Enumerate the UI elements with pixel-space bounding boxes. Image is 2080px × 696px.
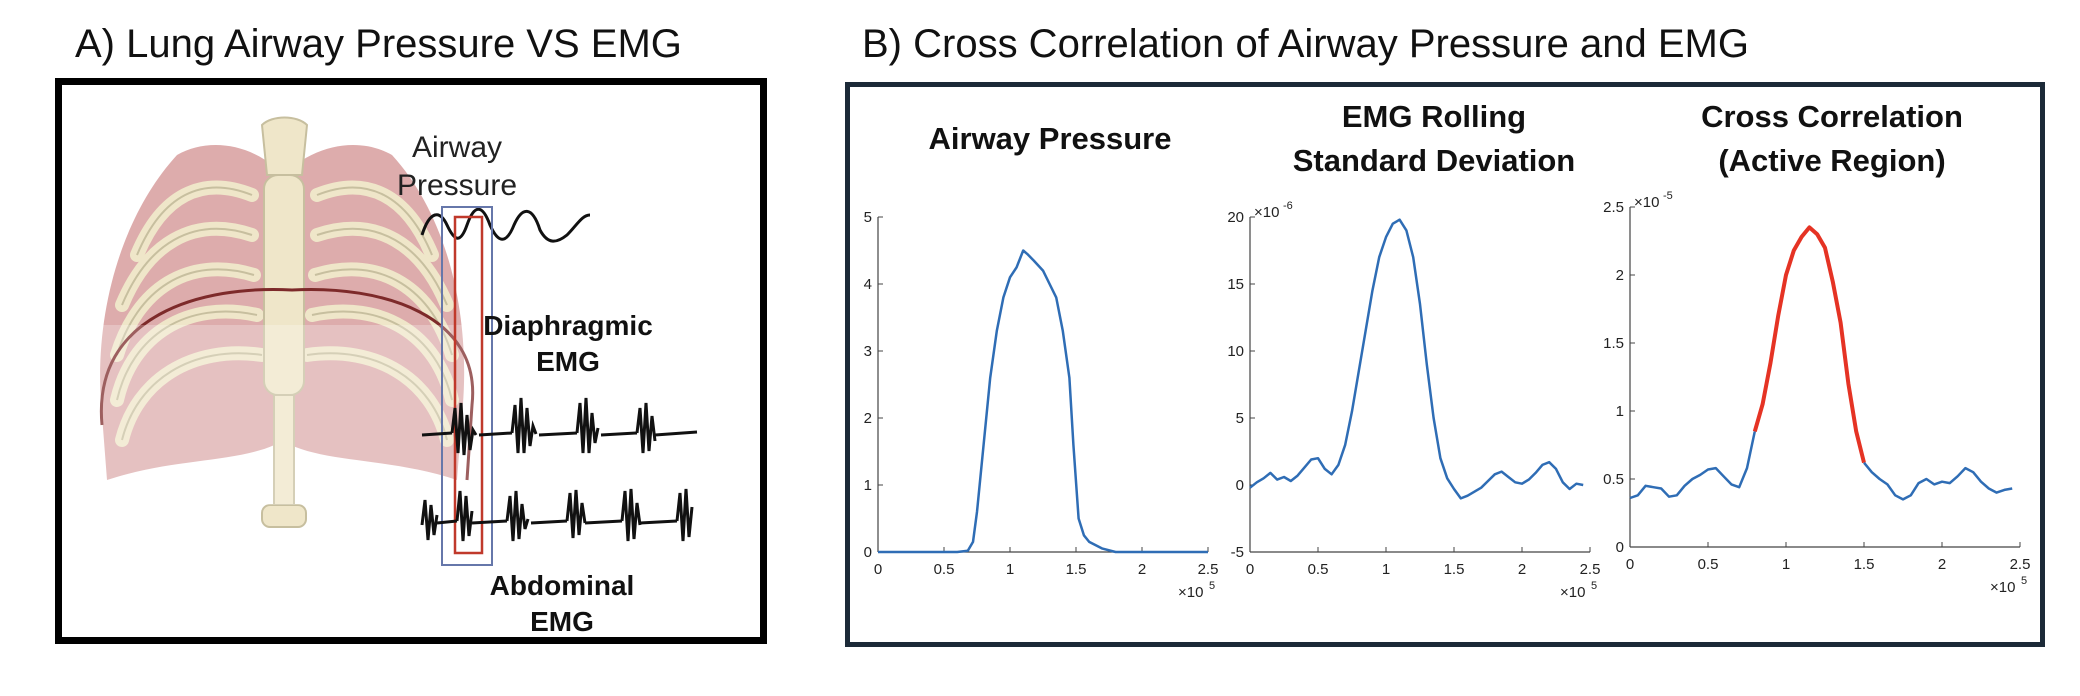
abdominal-emg-trace — [420, 488, 694, 542]
rib-cage-illustration: Airway Pressure Diaphragmic EMG — [92, 116, 698, 637]
panel-b-frame: Airway Pressure EMG Rolling Standard Dev… — [845, 82, 2045, 647]
x-tick-label: 1.5 — [1854, 556, 1875, 573]
analysis-window-inner — [453, 215, 484, 555]
chart-2-title-line1: EMG Rolling — [1342, 99, 1526, 134]
x-tick-label: 2 — [1938, 556, 1946, 573]
x-multiplier-label: ×10 — [1990, 579, 2015, 596]
x-tick-label: 2.5 — [1198, 561, 1219, 578]
y-tick-label: 0 — [1616, 539, 1624, 556]
airway-pressure-label-line2: Pressure — [397, 169, 517, 202]
y-tick-label: 3 — [864, 343, 872, 360]
abdominal-emg-label-line2: EMG — [530, 606, 594, 637]
x-multiplier-label: ×10 — [1560, 584, 1585, 601]
y-tick-label: 1 — [864, 477, 872, 494]
x-multiplier-exponent: 5 — [1591, 580, 1597, 592]
x-multiplier-exponent: 5 — [1209, 580, 1215, 592]
airway-pressure-wave — [420, 207, 591, 243]
diaphragmic-emg-trace — [421, 397, 698, 456]
y-tick-label: 5 — [1236, 410, 1244, 427]
x-tick-label: 0 — [874, 561, 882, 578]
series-line-1 — [1629, 431, 1757, 500]
y-tick-label: 20 — [1227, 209, 1244, 226]
x-tick-label: 0.5 — [1698, 556, 1719, 573]
y-tick-label: 0 — [1236, 477, 1244, 494]
y-tick-label: 4 — [864, 276, 872, 293]
abdominal-emg-label-line1: Abdominal — [490, 570, 635, 601]
y-tick-label: 10 — [1227, 343, 1244, 360]
x-tick-label: 2 — [1138, 561, 1146, 578]
x-tick-label: 2.5 — [1580, 561, 1601, 578]
x-tick-label: 0 — [1246, 561, 1254, 578]
chart-3-title-line1: Cross Correlation — [1701, 99, 1963, 134]
x-tick-label: 1.5 — [1066, 561, 1087, 578]
diaphragmic-emg-label-line1: Diaphragmic — [483, 310, 653, 341]
panel-b-title: B) Cross Correlation of Airway Pressure … — [862, 22, 1749, 66]
x-tick-label: 2.5 — [2010, 556, 2031, 573]
y-tick-label: 2.5 — [1603, 199, 1624, 216]
series-line-1 — [878, 249, 1208, 554]
y-tick-label: 1 — [1616, 403, 1624, 420]
x-tick-label: 1 — [1382, 561, 1390, 578]
y-tick-label: 2 — [864, 410, 872, 427]
x-tick-label: 0.5 — [1308, 561, 1329, 578]
chart-airway-pressure: 0 0.5 1 1.5 2 2.5 0 1 2 3 4 5 ×10 5 — [864, 209, 1219, 601]
y-tick-label: 2 — [1616, 267, 1624, 284]
x-tick-label: 1 — [1782, 556, 1790, 573]
panel-a-frame: Airway Pressure Diaphragmic EMG — [55, 78, 767, 644]
y-tick-label: 5 — [864, 209, 872, 226]
chart-3-title-line2: (Active Region) — [1718, 143, 1945, 178]
y-tick-label: 15 — [1227, 276, 1244, 293]
series-line-1 — [1249, 218, 1584, 500]
rib-cage-icon — [92, 116, 482, 528]
cross-correlation-charts: Airway Pressure EMG Rolling Standard Dev… — [864, 99, 2031, 601]
y-multiplier-label: ×10 — [1254, 204, 1279, 221]
series-line-2 — [1752, 225, 1866, 464]
x-tick-label: 0 — [1626, 556, 1634, 573]
x-multiplier-label: ×10 — [1178, 584, 1203, 601]
y-tick-label: 0.5 — [1603, 471, 1624, 488]
chart-2-title-line2: Standard Deviation — [1293, 143, 1576, 178]
y-tick-label: -5 — [1231, 544, 1244, 561]
panel-a-title: A) Lung Airway Pressure VS EMG — [75, 22, 682, 66]
y-multiplier-exponent: -6 — [1283, 200, 1293, 212]
x-tick-label: 1.5 — [1444, 561, 1465, 578]
y-tick-label: 1.5 — [1603, 335, 1624, 352]
analysis-window-outer — [441, 206, 493, 566]
diaphragmic-emg-label-line2: EMG — [536, 346, 600, 377]
y-multiplier-label: ×10 — [1634, 194, 1659, 211]
x-tick-label: 1 — [1006, 561, 1014, 578]
x-multiplier-exponent: 5 — [2021, 575, 2027, 587]
x-tick-label: 0.5 — [934, 561, 955, 578]
chart-cross-correlation: 0 0.5 1 1.5 2 2.5 0 0.5 1 1.5 2 2.5 ×10 5 ×10 -5 — [1603, 190, 2030, 596]
y-multiplier-exponent: -5 — [1663, 190, 1673, 202]
x-tick-label: 2 — [1518, 561, 1526, 578]
series-line-3 — [1863, 461, 2013, 501]
chart-1-title: Airway Pressure — [929, 121, 1172, 156]
airway-pressure-label-line1: Airway — [412, 131, 502, 164]
y-tick-label: 0 — [864, 544, 872, 561]
